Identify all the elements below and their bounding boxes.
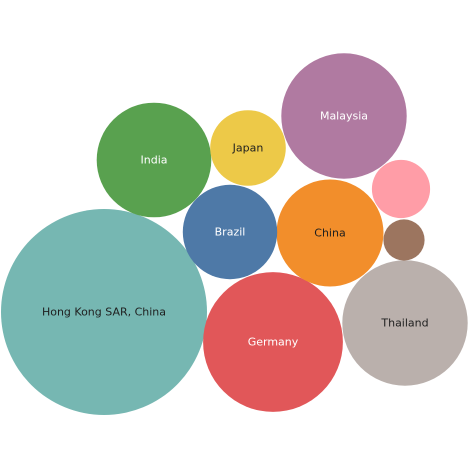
bubble-unlabeled-9[interactable] bbox=[383, 219, 424, 260]
bubble-unlabeled-8[interactable] bbox=[372, 160, 430, 218]
bubble-malaysia[interactable] bbox=[281, 53, 406, 178]
bubble-china[interactable] bbox=[277, 180, 384, 287]
bubble-india[interactable] bbox=[97, 103, 212, 218]
bubbles-group: Hong Kong SAR, ChinaGermanyThailandMalay… bbox=[1, 53, 468, 415]
bubble-hong-kong-sar-china[interactable] bbox=[1, 209, 207, 415]
bubble-brazil[interactable] bbox=[183, 185, 277, 279]
bubble-thailand[interactable] bbox=[342, 260, 467, 385]
bubble-japan[interactable] bbox=[210, 110, 286, 186]
bubble-germany[interactable] bbox=[203, 272, 343, 412]
